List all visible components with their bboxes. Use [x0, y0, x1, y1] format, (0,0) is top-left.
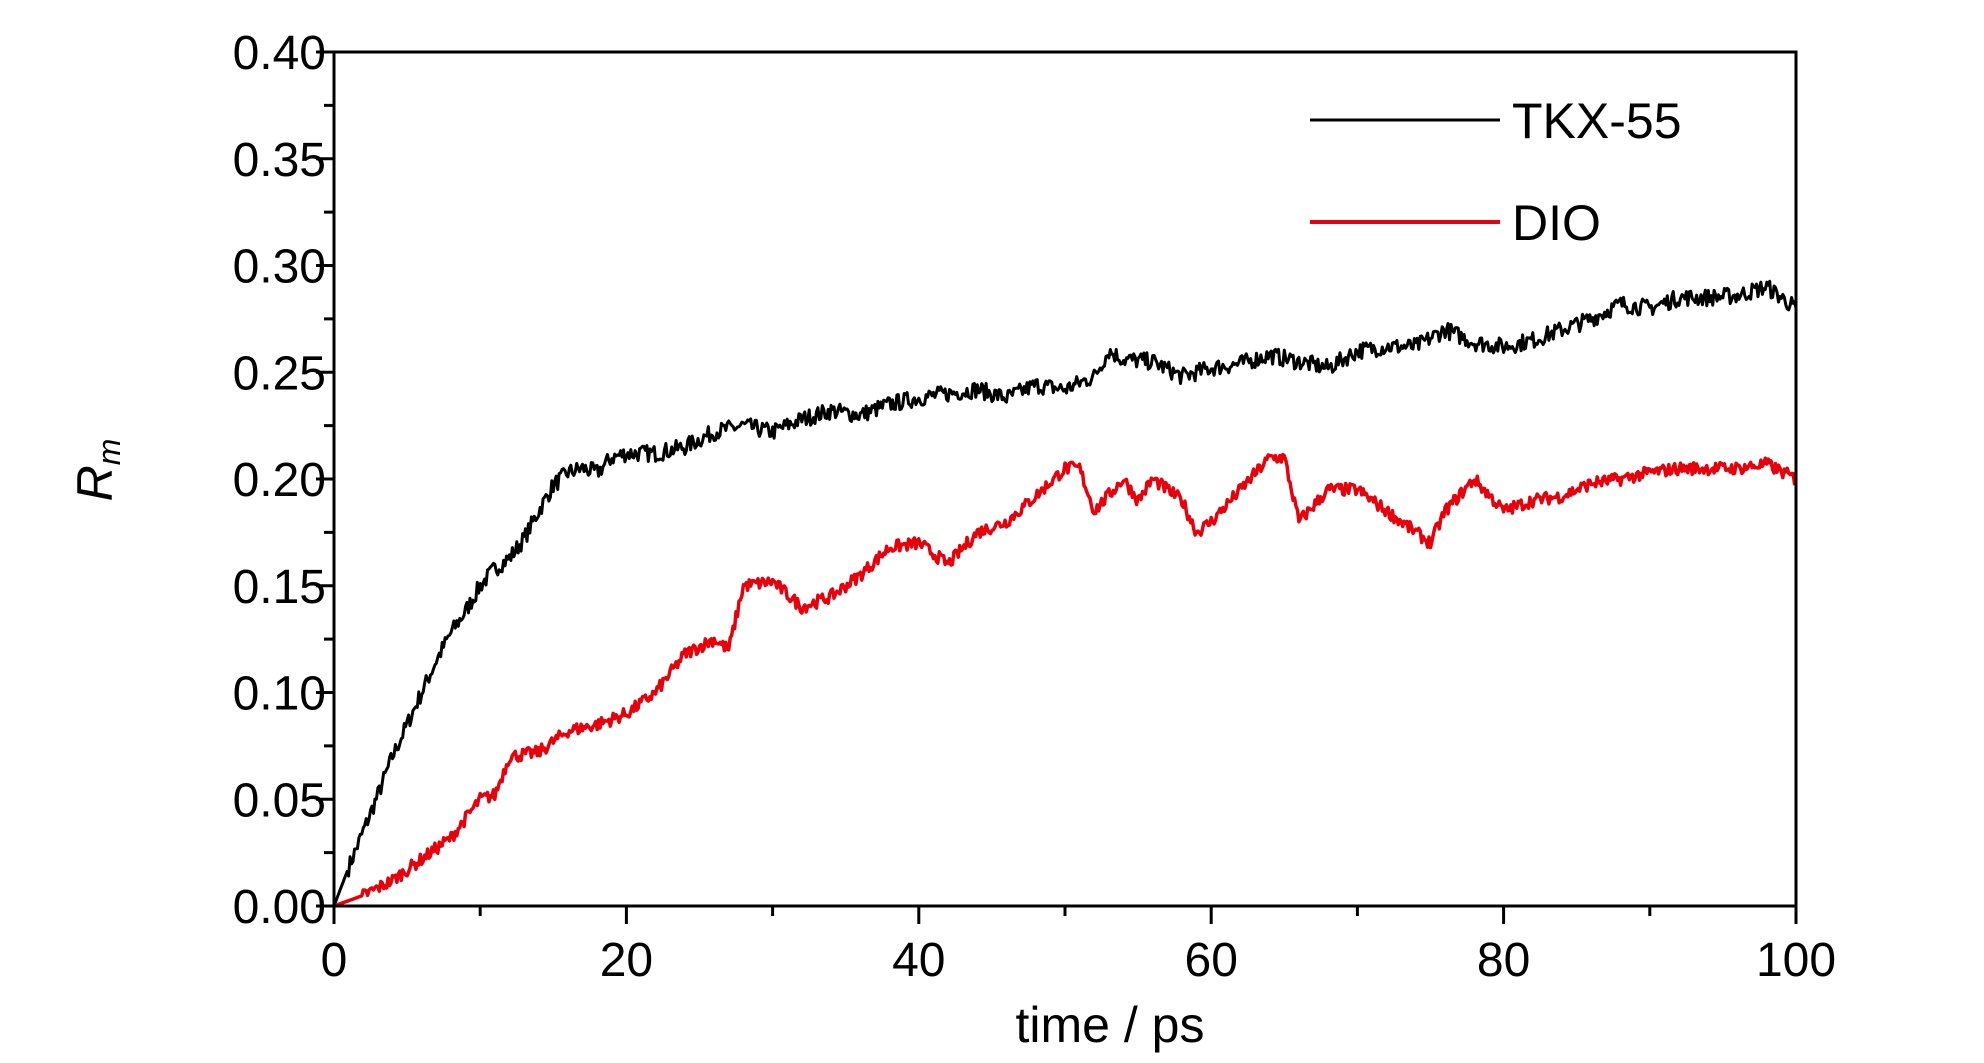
- y-tick-label: 0.40: [233, 27, 326, 80]
- y-tick-label: 0.05: [233, 774, 326, 827]
- x-tick-label: 100: [1756, 934, 1836, 987]
- y-tick-label: 0.00: [233, 881, 326, 934]
- y-tick-label: 0.30: [233, 241, 326, 294]
- y-axis-title: Rm: [67, 439, 127, 502]
- x-tick-label: 80: [1477, 934, 1530, 987]
- tick-marks: [316, 50, 1798, 924]
- y-tick-label: 0.35: [233, 134, 326, 187]
- x-tick-label: 40: [892, 934, 945, 987]
- x-tick-label: 0: [321, 934, 348, 987]
- tick-labels: 0 20 40 60 80 100 0.00 0.05 0.10 0.15 0.20 0.25 0.30…: [233, 27, 1836, 987]
- legend-label-tkx55: TKX-55: [1512, 93, 1682, 149]
- x-axis-title: time / ps: [1016, 997, 1205, 1053]
- plot-frame: [332, 50, 1798, 908]
- x-tick-label: 20: [600, 934, 653, 987]
- legend-label-dio: DIO: [1512, 195, 1601, 251]
- series-lines: [332, 279, 1798, 908]
- x-tick-label: 60: [1185, 934, 1238, 987]
- series-line-0: [332, 279, 1798, 907]
- y-tick-label: 0.15: [233, 561, 326, 614]
- y-tick-label: 0.20: [233, 454, 326, 507]
- legend: TKX-55 DIO: [1310, 93, 1682, 251]
- y-tick-label: 0.25: [233, 347, 326, 400]
- series-line-1: [333, 452, 1798, 908]
- y-tick-label: 0.10: [233, 668, 326, 721]
